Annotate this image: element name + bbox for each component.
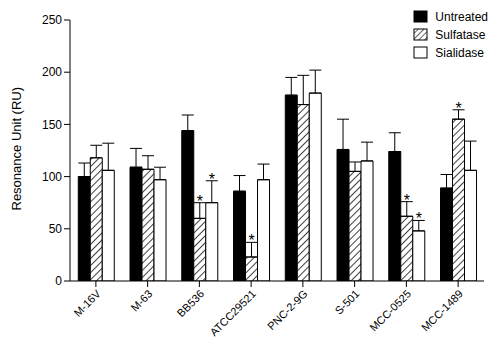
svg-text:S-501: S-501 <box>332 287 361 316</box>
svg-text:PNC-2-9G: PNC-2-9G <box>265 287 310 332</box>
svg-text:*: * <box>209 171 215 188</box>
svg-text:50: 50 <box>49 222 63 236</box>
html-text:Sulfatase: Sulfatase <box>435 28 486 42</box>
svg-text:MCC-0525: MCC-0525 <box>367 287 413 333</box>
svg-text:Resonance Unit (RU): Resonance Unit (RU) <box>9 87 24 211</box>
svg-text:*: * <box>404 192 410 209</box>
html-text:Untreated: Untreated <box>435 10 488 24</box>
svg-text:*: * <box>197 193 203 210</box>
svg-text:ATCC29521: ATCC29521 <box>207 287 258 338</box>
svg-text:*: * <box>248 232 254 249</box>
html-text:Sialidase: Sialidase <box>435 46 484 60</box>
svg-text:0: 0 <box>55 274 62 288</box>
svg-text:M-16V: M-16V <box>71 287 103 319</box>
svg-text:100: 100 <box>42 170 62 184</box>
svg-text:150: 150 <box>42 118 62 132</box>
svg-text:250: 250 <box>42 13 62 27</box>
svg-text:200: 200 <box>42 65 62 79</box>
svg-text:*: * <box>416 210 422 227</box>
svg-text:MCC-1489: MCC-1489 <box>419 287 465 333</box>
svg-text:BB536: BB536 <box>174 287 206 319</box>
svg-text:*: * <box>455 100 461 117</box>
svg-text:M-63: M-63 <box>128 287 154 313</box>
